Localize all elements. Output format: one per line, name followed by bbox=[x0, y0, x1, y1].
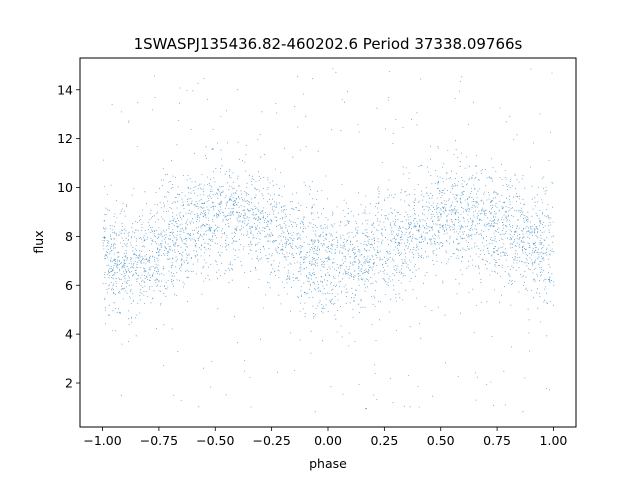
x-tick-label: −0.25 bbox=[252, 433, 290, 448]
x-tick-label: 0.00 bbox=[314, 433, 342, 448]
y-tick-label: 2 bbox=[65, 376, 73, 391]
x-axis-label: phase bbox=[309, 456, 347, 471]
y-tick-label: 10 bbox=[57, 180, 73, 195]
x-tick-label: −1.00 bbox=[83, 433, 121, 448]
chart-title: 1SWASPJ135436.82-460202.6 Period 37338.0… bbox=[134, 35, 523, 53]
y-tick-label: 8 bbox=[65, 229, 73, 244]
x-tick-label: 0.50 bbox=[427, 433, 455, 448]
x-axis: −1.00 −0.75 −0.50 −0.25 0.00 0.25 0.50 0.75 1.00 bbox=[83, 427, 567, 448]
data-point-cloud bbox=[102, 68, 555, 413]
y-axis: 2 4 6 8 10 12 14 bbox=[57, 82, 80, 391]
x-tick-label: 0.25 bbox=[370, 433, 398, 448]
scatter-points bbox=[102, 68, 555, 413]
y-tick-label: 12 bbox=[57, 131, 73, 146]
y-axis-label: flux bbox=[31, 230, 46, 253]
x-tick-label: −0.50 bbox=[196, 433, 234, 448]
y-tick-label: 14 bbox=[57, 82, 73, 97]
x-tick-label: 1.00 bbox=[540, 433, 568, 448]
plot-frame bbox=[79, 57, 577, 428]
x-tick-label: −0.75 bbox=[140, 433, 178, 448]
y-tick-label: 6 bbox=[65, 278, 73, 293]
y-tick-label: 4 bbox=[65, 327, 73, 342]
x-tick-label: 0.75 bbox=[483, 433, 511, 448]
